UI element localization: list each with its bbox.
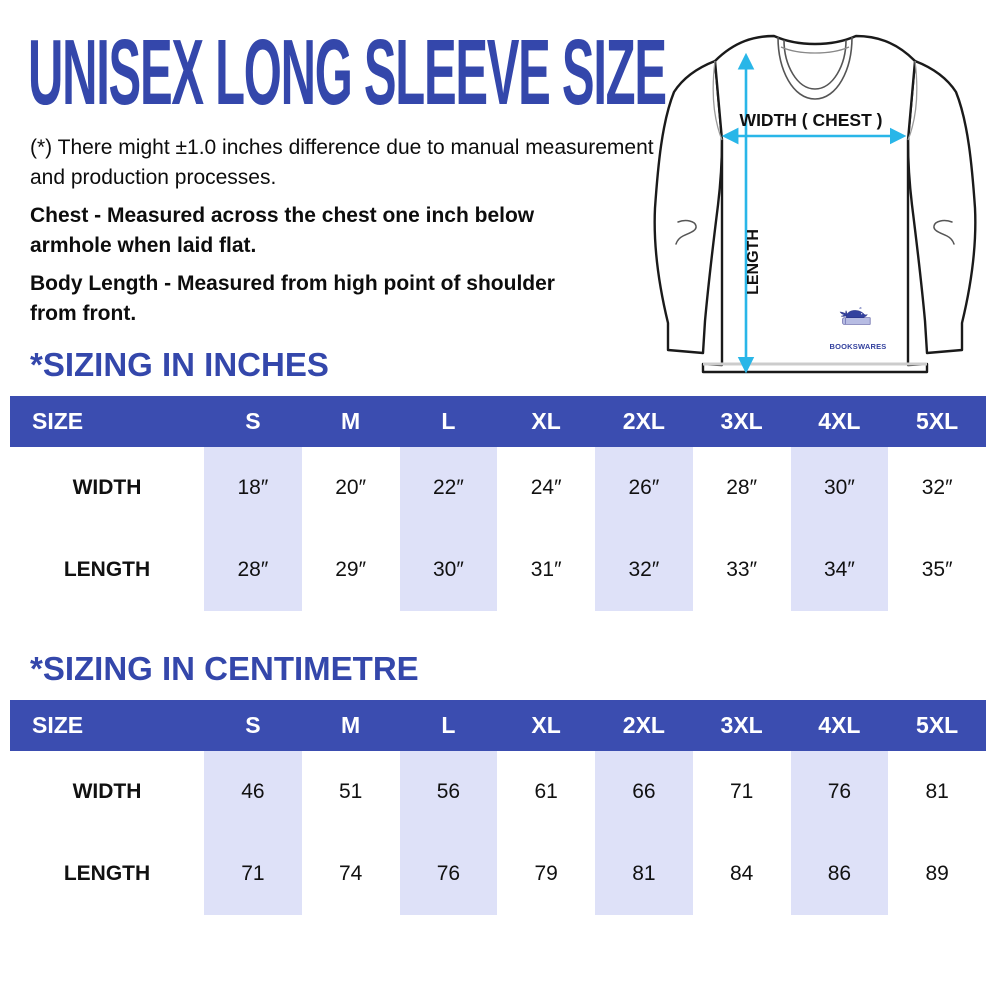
svg-text:LENGTH: LENGTH bbox=[745, 229, 762, 295]
svg-text:BOOKSWARES: BOOKSWARES bbox=[829, 342, 886, 351]
svg-text:WIDTH ( CHEST ): WIDTH ( CHEST ) bbox=[740, 110, 883, 130]
